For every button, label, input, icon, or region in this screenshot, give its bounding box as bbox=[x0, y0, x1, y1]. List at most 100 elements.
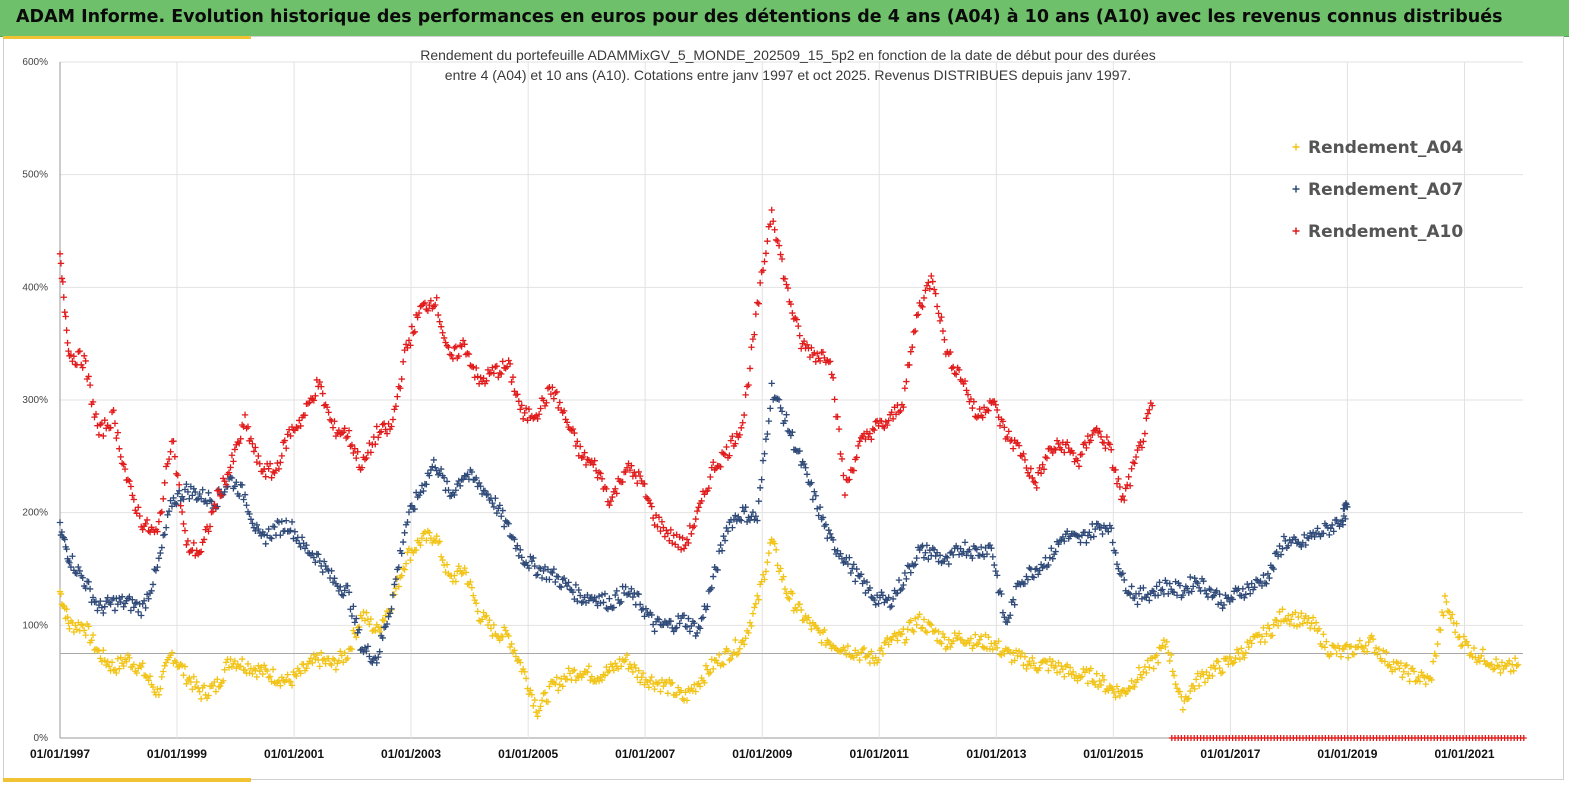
data-point bbox=[1315, 625, 1323, 633]
data-point bbox=[708, 656, 715, 663]
data-point bbox=[298, 534, 306, 541]
data-point bbox=[502, 627, 509, 634]
data-point bbox=[1415, 673, 1422, 681]
data-point bbox=[771, 394, 778, 401]
data-point bbox=[749, 335, 757, 343]
data-point bbox=[569, 667, 577, 675]
data-point bbox=[1179, 706, 1187, 713]
data-point bbox=[970, 398, 978, 405]
data-point bbox=[565, 579, 572, 586]
data-point bbox=[803, 341, 811, 349]
data-point bbox=[572, 581, 580, 589]
data-point bbox=[181, 527, 189, 534]
data-point bbox=[670, 532, 677, 539]
data-point bbox=[203, 500, 211, 507]
legend-marker bbox=[1292, 227, 1300, 235]
data-point bbox=[917, 302, 925, 309]
data-point bbox=[1169, 668, 1176, 675]
x-tick-labels: 01/01/1997 01/01/1999 01/01/2001 01/01/2003… bbox=[30, 747, 1495, 761]
data-point bbox=[612, 660, 619, 667]
data-point bbox=[1112, 694, 1119, 701]
data-point bbox=[729, 433, 736, 440]
data-point bbox=[1109, 539, 1116, 546]
chart-marks bbox=[56, 206, 1527, 741]
data-point bbox=[1072, 531, 1080, 539]
data-point bbox=[743, 383, 751, 390]
data-point bbox=[1264, 570, 1272, 578]
data-point bbox=[126, 477, 133, 485]
data-point bbox=[389, 591, 397, 599]
data-point bbox=[1479, 646, 1487, 653]
data-point bbox=[351, 619, 359, 626]
data-point bbox=[176, 487, 183, 494]
data-point bbox=[1121, 576, 1128, 584]
data-point bbox=[310, 554, 318, 561]
data-point bbox=[1159, 642, 1166, 649]
data-point bbox=[517, 546, 524, 554]
data-point bbox=[496, 502, 503, 509]
data-point bbox=[1004, 619, 1011, 626]
data-point bbox=[334, 582, 341, 590]
data-point bbox=[116, 665, 123, 672]
data-point bbox=[1283, 617, 1291, 624]
data-point bbox=[341, 425, 348, 432]
data-point bbox=[840, 644, 847, 651]
data-point bbox=[58, 528, 66, 536]
data-point bbox=[947, 643, 954, 651]
data-point bbox=[692, 688, 699, 695]
data-point bbox=[430, 456, 437, 464]
data-point bbox=[268, 535, 275, 542]
data-point bbox=[253, 458, 261, 466]
data-point bbox=[755, 596, 762, 603]
data-point bbox=[1009, 596, 1017, 603]
data-point bbox=[844, 642, 852, 650]
data-point bbox=[127, 483, 135, 490]
data-point bbox=[1172, 578, 1179, 585]
data-point bbox=[1156, 579, 1163, 586]
data-point bbox=[277, 682, 284, 689]
data-point bbox=[247, 435, 255, 442]
data-point bbox=[838, 555, 846, 562]
data-point bbox=[490, 621, 498, 629]
data-point bbox=[837, 450, 844, 458]
data-point bbox=[1123, 688, 1131, 696]
data-point bbox=[613, 587, 620, 595]
data-point bbox=[792, 446, 799, 453]
data-point bbox=[777, 565, 784, 572]
data-point bbox=[996, 587, 1004, 595]
chart-subtitle-line1: Rendement du portefeuille ADAMMixGV_5_MO… bbox=[420, 47, 1156, 63]
data-point bbox=[535, 411, 543, 418]
data-point bbox=[348, 612, 356, 620]
data-point bbox=[538, 697, 546, 704]
data-point bbox=[638, 674, 645, 681]
data-point bbox=[735, 513, 742, 520]
data-point bbox=[111, 607, 119, 614]
data-point bbox=[993, 572, 1001, 579]
data-point bbox=[1121, 496, 1128, 504]
data-point bbox=[1149, 587, 1156, 594]
data-point bbox=[635, 667, 642, 674]
data-point bbox=[751, 331, 758, 338]
data-point bbox=[834, 413, 841, 421]
data-point bbox=[812, 358, 819, 365]
data-point bbox=[916, 299, 923, 307]
data-point bbox=[287, 678, 294, 685]
data-point bbox=[904, 626, 912, 633]
data-point bbox=[1434, 640, 1441, 648]
data-point bbox=[1036, 464, 1043, 472]
data-point bbox=[895, 576, 903, 584]
x-tick-label: 01/01/2009 bbox=[732, 747, 792, 761]
data-point bbox=[173, 470, 180, 477]
data-point bbox=[395, 564, 402, 571]
data-point bbox=[1241, 594, 1248, 601]
data-point bbox=[1084, 680, 1092, 687]
data-point bbox=[98, 658, 106, 665]
data-point bbox=[1173, 592, 1181, 599]
data-point bbox=[579, 598, 587, 605]
data-point bbox=[1298, 610, 1305, 617]
data-point bbox=[1134, 446, 1141, 454]
data-point bbox=[65, 347, 72, 355]
data-point bbox=[1087, 534, 1095, 541]
data-point bbox=[82, 632, 89, 639]
data-point bbox=[1421, 674, 1428, 681]
